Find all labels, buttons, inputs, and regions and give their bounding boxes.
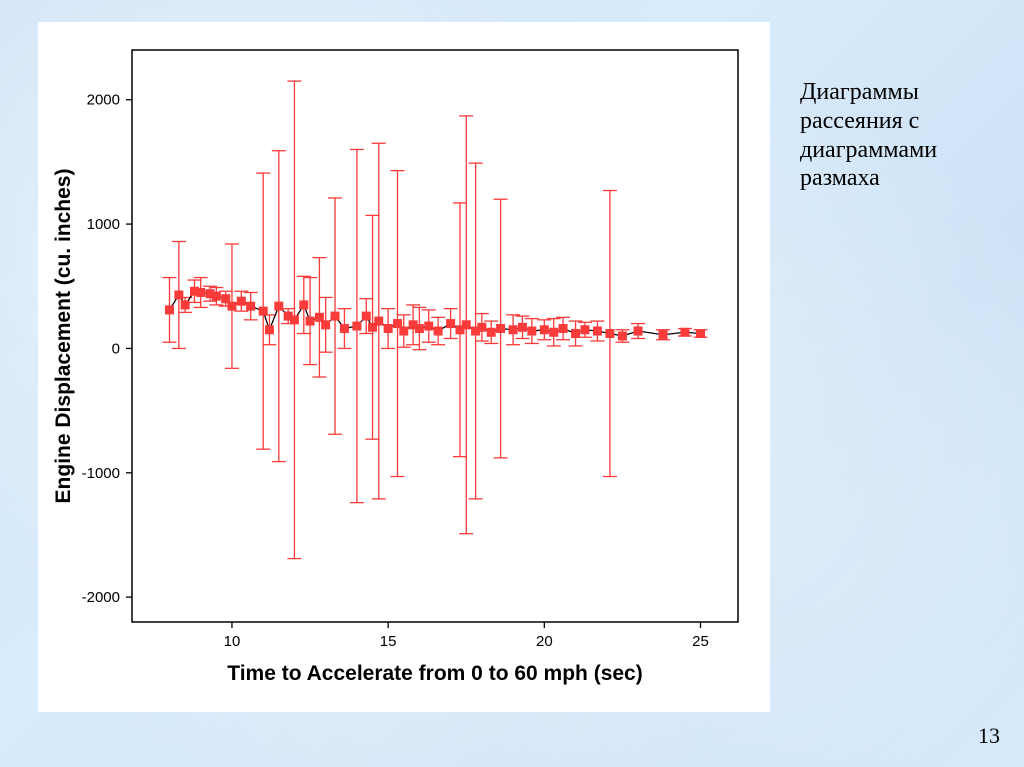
- svg-text:10: 10: [224, 633, 241, 650]
- svg-text:-1000: -1000: [82, 465, 120, 482]
- slide: 10 15 20 25 -2000 -1000 0 1000 2000 Time to Accel…: [0, 0, 1024, 767]
- svg-text:Time to Accelerate from 0 to 6: Time to Accelerate from 0 to 60 mph (sec…: [227, 662, 642, 685]
- caption-text: Диаграммы рассеяния с диаграммами размах…: [800, 78, 1010, 193]
- scatter-chart: 10 15 20 25 -2000 -1000 0 1000 2000 Time to Accel…: [38, 22, 770, 712]
- svg-text:-2000: -2000: [82, 589, 120, 606]
- svg-text:2000: 2000: [87, 92, 120, 109]
- svg-text:15: 15: [380, 633, 397, 650]
- svg-text:0: 0: [112, 340, 120, 357]
- chart-panel: 10 15 20 25 -2000 -1000 0 1000 2000 Time to Accel…: [38, 22, 770, 712]
- svg-text:20: 20: [536, 633, 553, 650]
- page-number: 13: [978, 723, 1000, 749]
- svg-text:1000: 1000: [87, 216, 120, 233]
- svg-text:25: 25: [692, 633, 709, 650]
- svg-text:Engine Displacement (cu. inche: Engine Displacement (cu. inches): [52, 169, 75, 504]
